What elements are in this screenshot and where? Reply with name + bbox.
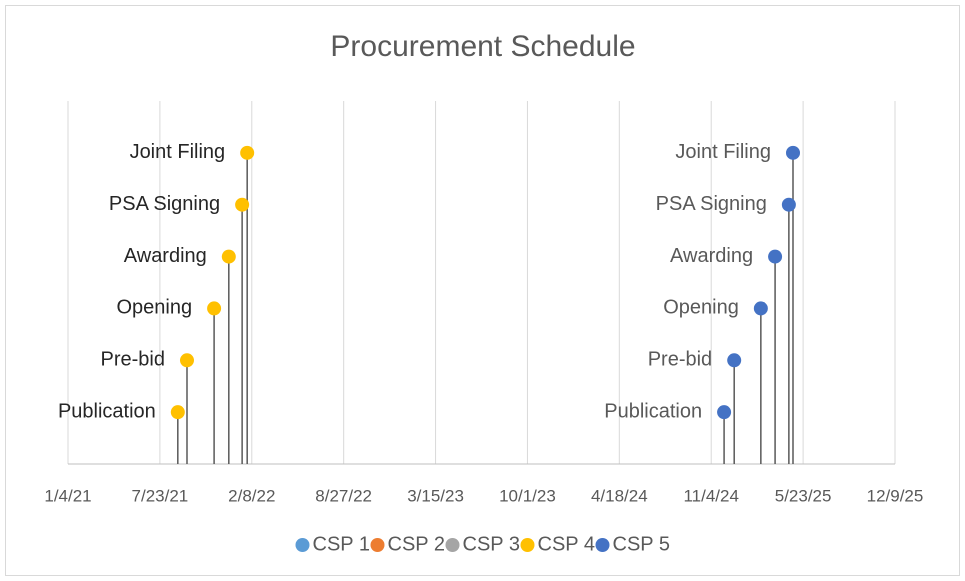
legend-marker bbox=[520, 538, 535, 552]
point bbox=[207, 301, 222, 316]
data-label: Joint Filing bbox=[130, 141, 226, 163]
legend-marker bbox=[370, 538, 385, 552]
data-label: PSA Signing bbox=[109, 193, 220, 215]
x-tick-label: 8/27/22 bbox=[315, 486, 372, 505]
data-label: Opening bbox=[116, 297, 192, 319]
legend-label: CSP 2 bbox=[388, 533, 445, 555]
point bbox=[240, 145, 255, 160]
legend-marker bbox=[445, 538, 460, 552]
point bbox=[717, 405, 732, 420]
x-tick-label: 1/4/21 bbox=[44, 486, 91, 505]
x-tick-label: 12/9/25 bbox=[867, 486, 924, 505]
point bbox=[235, 197, 250, 212]
point bbox=[170, 405, 185, 420]
point bbox=[786, 145, 801, 160]
data-label: Joint Filing bbox=[675, 141, 771, 163]
x-tick-label: 10/1/23 bbox=[499, 486, 556, 505]
x-tick-label: 11/4/24 bbox=[683, 486, 738, 505]
legend-label: CSP 4 bbox=[538, 533, 595, 555]
x-tick-label: 4/18/24 bbox=[591, 486, 648, 505]
x-tick-label: 2/8/22 bbox=[228, 486, 275, 505]
data-label: Publication bbox=[58, 400, 156, 422]
x-tick-label: 7/23/21 bbox=[132, 486, 189, 505]
point bbox=[768, 249, 783, 264]
data-label: Publication bbox=[604, 400, 702, 422]
point bbox=[727, 353, 742, 368]
data-label: PSA Signing bbox=[656, 193, 767, 215]
legend-label: CSP 1 bbox=[313, 533, 370, 555]
data-label: Pre-bid bbox=[648, 349, 712, 371]
data-label: Awarding bbox=[124, 245, 207, 267]
data-label: Awarding bbox=[670, 245, 753, 267]
legend-label: CSP 5 bbox=[613, 533, 670, 555]
point bbox=[221, 249, 236, 264]
chart-border bbox=[5, 5, 960, 576]
x-tick-label: 3/15/23 bbox=[407, 486, 464, 505]
legend-marker bbox=[595, 538, 610, 552]
point bbox=[753, 301, 768, 316]
legend-label: CSP 3 bbox=[463, 533, 520, 555]
x-tick-label: 5/23/25 bbox=[775, 486, 832, 505]
data-label: Pre-bid bbox=[101, 349, 165, 371]
chart-title: Procurement Schedule bbox=[330, 30, 635, 63]
point bbox=[781, 197, 796, 212]
legend-marker bbox=[295, 538, 310, 552]
point bbox=[179, 353, 194, 368]
data-label: Opening bbox=[663, 297, 739, 319]
